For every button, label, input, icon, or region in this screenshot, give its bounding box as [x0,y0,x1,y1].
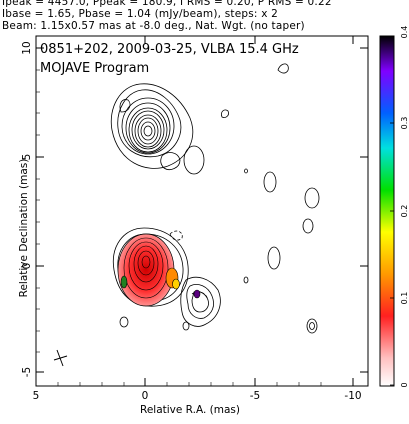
y-tick-label: -5 [21,367,33,377]
x-axis-label: Relative R.A. (mas) [140,404,240,416]
plot-frame [35,35,369,387]
x-tick-label: 5 [33,390,40,402]
y-tick-label: 0 [21,263,33,270]
core-emission [117,233,201,307]
colorbar-tick: 0.3 [400,117,409,130]
y-tick-label: 5 [21,154,33,161]
beam-marker [53,349,68,367]
x-tick-label: -5 [250,390,260,402]
header-line-2: Ibase = 1.65, Pbase = 1.04 (mJy/beam), s… [2,8,279,20]
colorbar-tick: 0.1 [400,292,409,305]
x-tick-label: -10 [344,390,361,402]
upper-jet-contours [110,83,229,170]
colorbar-tick: 0.2 [400,205,409,218]
header-line-1: Ipeak = 4457.0, Ppeak = 180.9, I RMS = 0… [2,0,332,8]
colorbar-tick: 0.4 [400,26,409,39]
source-title: 0851+202, 2009-03-25, VLBA 15.4 GHz [40,42,299,57]
y-axis-label: Relative Declination (mas) [18,158,30,298]
y-tick-label: 10 [21,41,33,54]
header-line-3: Beam: 1.15x0.57 mas at -8.0 deg., Nat. W… [2,20,305,32]
program-label: MOJAVE Program [40,61,150,76]
x-tick-label: 0 [142,390,149,402]
colorbar-tick: 0 [400,382,409,387]
